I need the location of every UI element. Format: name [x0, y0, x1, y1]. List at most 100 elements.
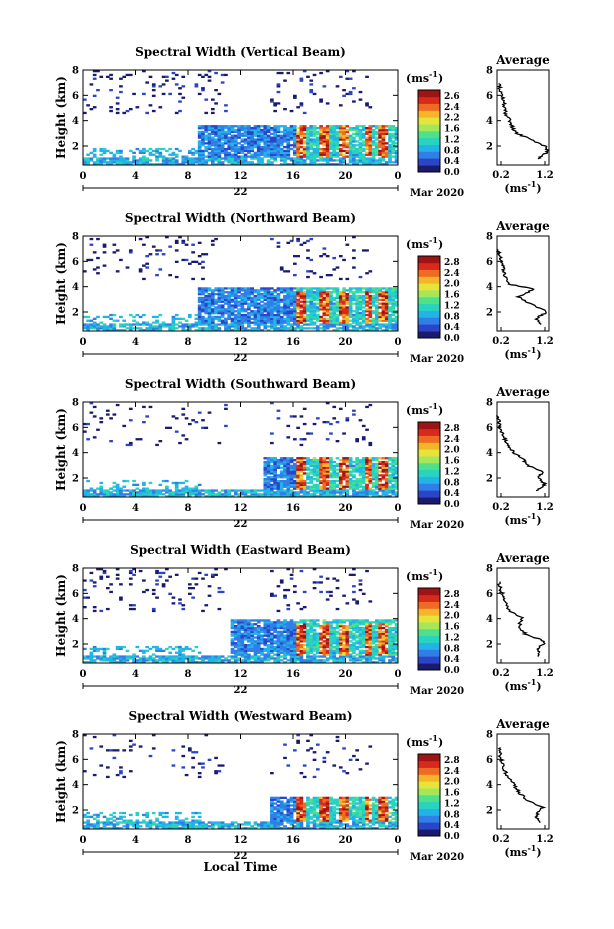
heatmap-cell	[381, 127, 386, 130]
heatmap-cell	[368, 457, 373, 460]
heatmap-cell	[309, 159, 314, 162]
heatmap-cell	[306, 134, 310, 137]
heatmap-cell	[247, 140, 251, 143]
heatmap-cell	[348, 128, 353, 132]
heatmap-cell	[345, 460, 350, 464]
heatmap-cell	[286, 653, 291, 656]
heatmap-cell	[207, 657, 212, 660]
average-frame	[496, 235, 550, 332]
heatmap-cell	[256, 161, 261, 164]
colorbar-swatch	[418, 269, 440, 277]
heatmap-cell	[204, 306, 209, 309]
colorbar-swatch	[418, 331, 440, 339]
heatmap-cell	[194, 485, 199, 488]
heatmap-cell	[96, 315, 100, 319]
heatmap-cell	[381, 306, 386, 309]
heatmap-cell	[289, 313, 294, 317]
heatmap-cell	[345, 417, 350, 420]
heatmap-cell	[270, 634, 274, 637]
heatmap-cell	[306, 147, 310, 151]
heatmap-cell	[329, 153, 333, 156]
heatmap-cell	[112, 313, 117, 317]
heatmap-cell	[296, 321, 300, 324]
heatmap-cell	[293, 470, 297, 473]
heatmap-cell	[329, 493, 333, 496]
heatmap-cell	[230, 306, 235, 309]
heatmap-cell	[283, 302, 287, 305]
heatmap-cell	[151, 83, 156, 86]
heatmap-cell	[174, 573, 179, 576]
heatmap-cell	[142, 661, 146, 664]
heatmap-cell	[365, 132, 369, 135]
heatmap-cell	[319, 327, 323, 330]
heatmap-cell	[191, 157, 195, 160]
heatmap-cell	[388, 457, 392, 460]
heatmap-cell	[102, 649, 107, 652]
heatmap-cell	[240, 653, 245, 656]
heatmap-cell	[132, 573, 136, 576]
heatmap-cell	[384, 294, 389, 298]
heatmap-cell	[102, 159, 107, 162]
heatmap-cell	[309, 459, 314, 462]
heatmap-cell	[263, 304, 268, 307]
heatmap-cell	[230, 153, 235, 156]
heatmap-cell	[270, 485, 274, 488]
heatmap-cell	[155, 325, 159, 328]
heatmap-cell	[293, 630, 297, 633]
heatmap-cell	[207, 327, 212, 330]
heatmap-cell	[128, 323, 133, 326]
heatmap-cell	[319, 293, 323, 296]
heatmap-cell	[168, 491, 172, 494]
heatmap-cell	[335, 489, 340, 492]
heatmap-cell	[325, 147, 330, 151]
heatmap-cell	[329, 128, 333, 132]
heatmap-cell	[309, 157, 314, 160]
heatmap-cell	[276, 640, 281, 643]
heatmap-cell	[345, 130, 350, 134]
heatmap-cell	[371, 128, 376, 132]
heatmap-cell	[253, 146, 258, 149]
heatmap-cell	[342, 315, 346, 319]
heatmap-cell	[253, 296, 258, 300]
heatmap-cell	[289, 323, 294, 326]
heatmap-cell	[253, 315, 258, 319]
heatmap-cell	[266, 298, 271, 301]
heatmap-cell	[348, 92, 353, 96]
heatmap-cell	[388, 466, 392, 469]
heatmap-cell	[273, 661, 277, 664]
heatmap-cell	[253, 623, 258, 626]
heatmap-cell	[365, 485, 369, 488]
heatmap-cell	[322, 481, 327, 485]
heatmap-cell	[283, 588, 287, 592]
heatmap-cell	[371, 481, 376, 485]
heatmap-cell	[253, 132, 258, 135]
heatmap-cell	[279, 266, 284, 269]
heatmap-cell	[384, 296, 389, 300]
heatmap-cell	[233, 315, 238, 319]
heatmap-cell	[371, 468, 376, 471]
heatmap-cell	[168, 592, 172, 595]
heatmap-cell	[247, 657, 251, 660]
heatmap-cell	[158, 249, 163, 252]
heatmap-cell	[352, 474, 356, 477]
heatmap-cell	[378, 151, 382, 154]
heatmap-cell	[230, 623, 235, 626]
heatmap-cell	[283, 146, 287, 149]
heatmap-cell	[158, 151, 163, 154]
heatmap-cell	[119, 90, 123, 94]
heatmap-cell	[250, 321, 255, 324]
heatmap-cell	[224, 321, 228, 324]
heatmap-cell	[273, 153, 277, 156]
heatmap-cell	[92, 317, 97, 320]
heatmap-cell	[122, 645, 127, 649]
heatmap-cell	[168, 159, 172, 162]
heatmap-cell	[263, 151, 268, 154]
heatmap-cell	[276, 127, 281, 130]
heatmap-cell	[352, 302, 356, 305]
heatmap-cell	[266, 636, 271, 639]
heatmap-cell	[240, 296, 245, 300]
heatmap-cell	[96, 647, 100, 651]
heatmap-cell	[368, 403, 373, 407]
heatmap-cell	[250, 147, 255, 151]
heatmap-cell	[319, 479, 323, 483]
